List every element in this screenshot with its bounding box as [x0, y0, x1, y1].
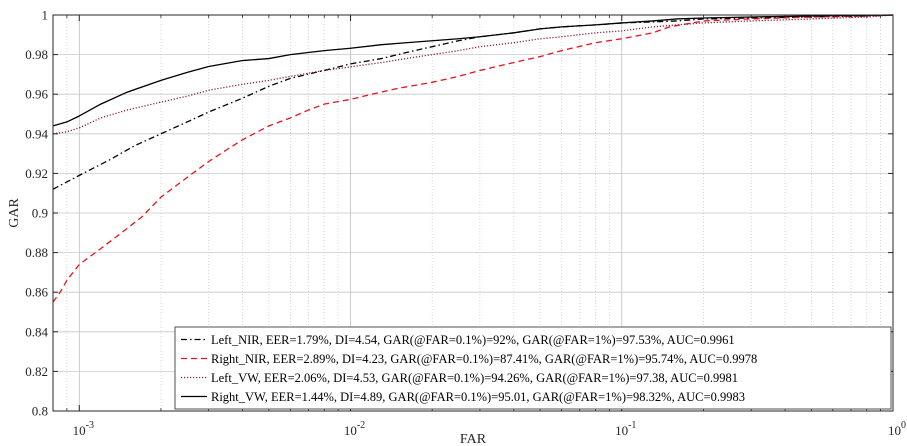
- y-tick-label: 0.88: [25, 245, 48, 260]
- y-tick-label: 0.82: [25, 364, 48, 379]
- series-line-2: [52, 14, 894, 135]
- y-tick-label: 1: [42, 8, 49, 23]
- y-tick-label: 0.98: [25, 47, 48, 62]
- x-axis-label: FAR: [460, 432, 487, 446]
- axis-ticks: 0.8 0.82 0.84 0.86 0.88 0.9 0.92 0.94 0.96 0.98 1 1…: [25, 8, 906, 439]
- series-line-0: [52, 14, 894, 190]
- y-tick-label: 0.9: [32, 206, 48, 221]
- series-line-3: [52, 14, 894, 127]
- y-tick-label: 0.84: [25, 324, 48, 339]
- x-tick-label: 10-3: [73, 420, 94, 438]
- legend-box: [174, 326, 892, 410]
- y-axis-label: GAR: [7, 198, 22, 228]
- legend-label-3: Right_VW, EER=1.44%, DI=4.89, GAR(@FAR=0…: [211, 390, 745, 404]
- legend-label-1: Right_NIR, EER=2.89%, DI=4.23, GAR(@FAR=…: [211, 352, 757, 366]
- y-tick-label: 0.96: [25, 87, 48, 102]
- legend-label-2: Left_VW, EER=2.06%, DI=4.53, GAR(@FAR=0.…: [211, 371, 738, 385]
- y-tick-label: 0.86: [25, 285, 48, 300]
- x-tick-label: 10-2: [344, 420, 365, 438]
- legend-label-0: Left_NIR, EER=1.79%, DI=4.54, GAR(@FAR=0…: [211, 333, 735, 347]
- x-tick-label: 100: [888, 420, 906, 438]
- x-tick-label: 10-1: [615, 420, 636, 438]
- legend: Left_NIR, EER=1.79%, DI=4.54, GAR(@FAR=0…: [174, 326, 892, 410]
- series-line-1: [52, 14, 894, 303]
- y-tick-label: 0.8: [32, 404, 48, 419]
- y-tick-label: 0.92: [25, 166, 48, 181]
- y-tick-label: 0.94: [25, 126, 48, 141]
- series-lines: [52, 14, 894, 303]
